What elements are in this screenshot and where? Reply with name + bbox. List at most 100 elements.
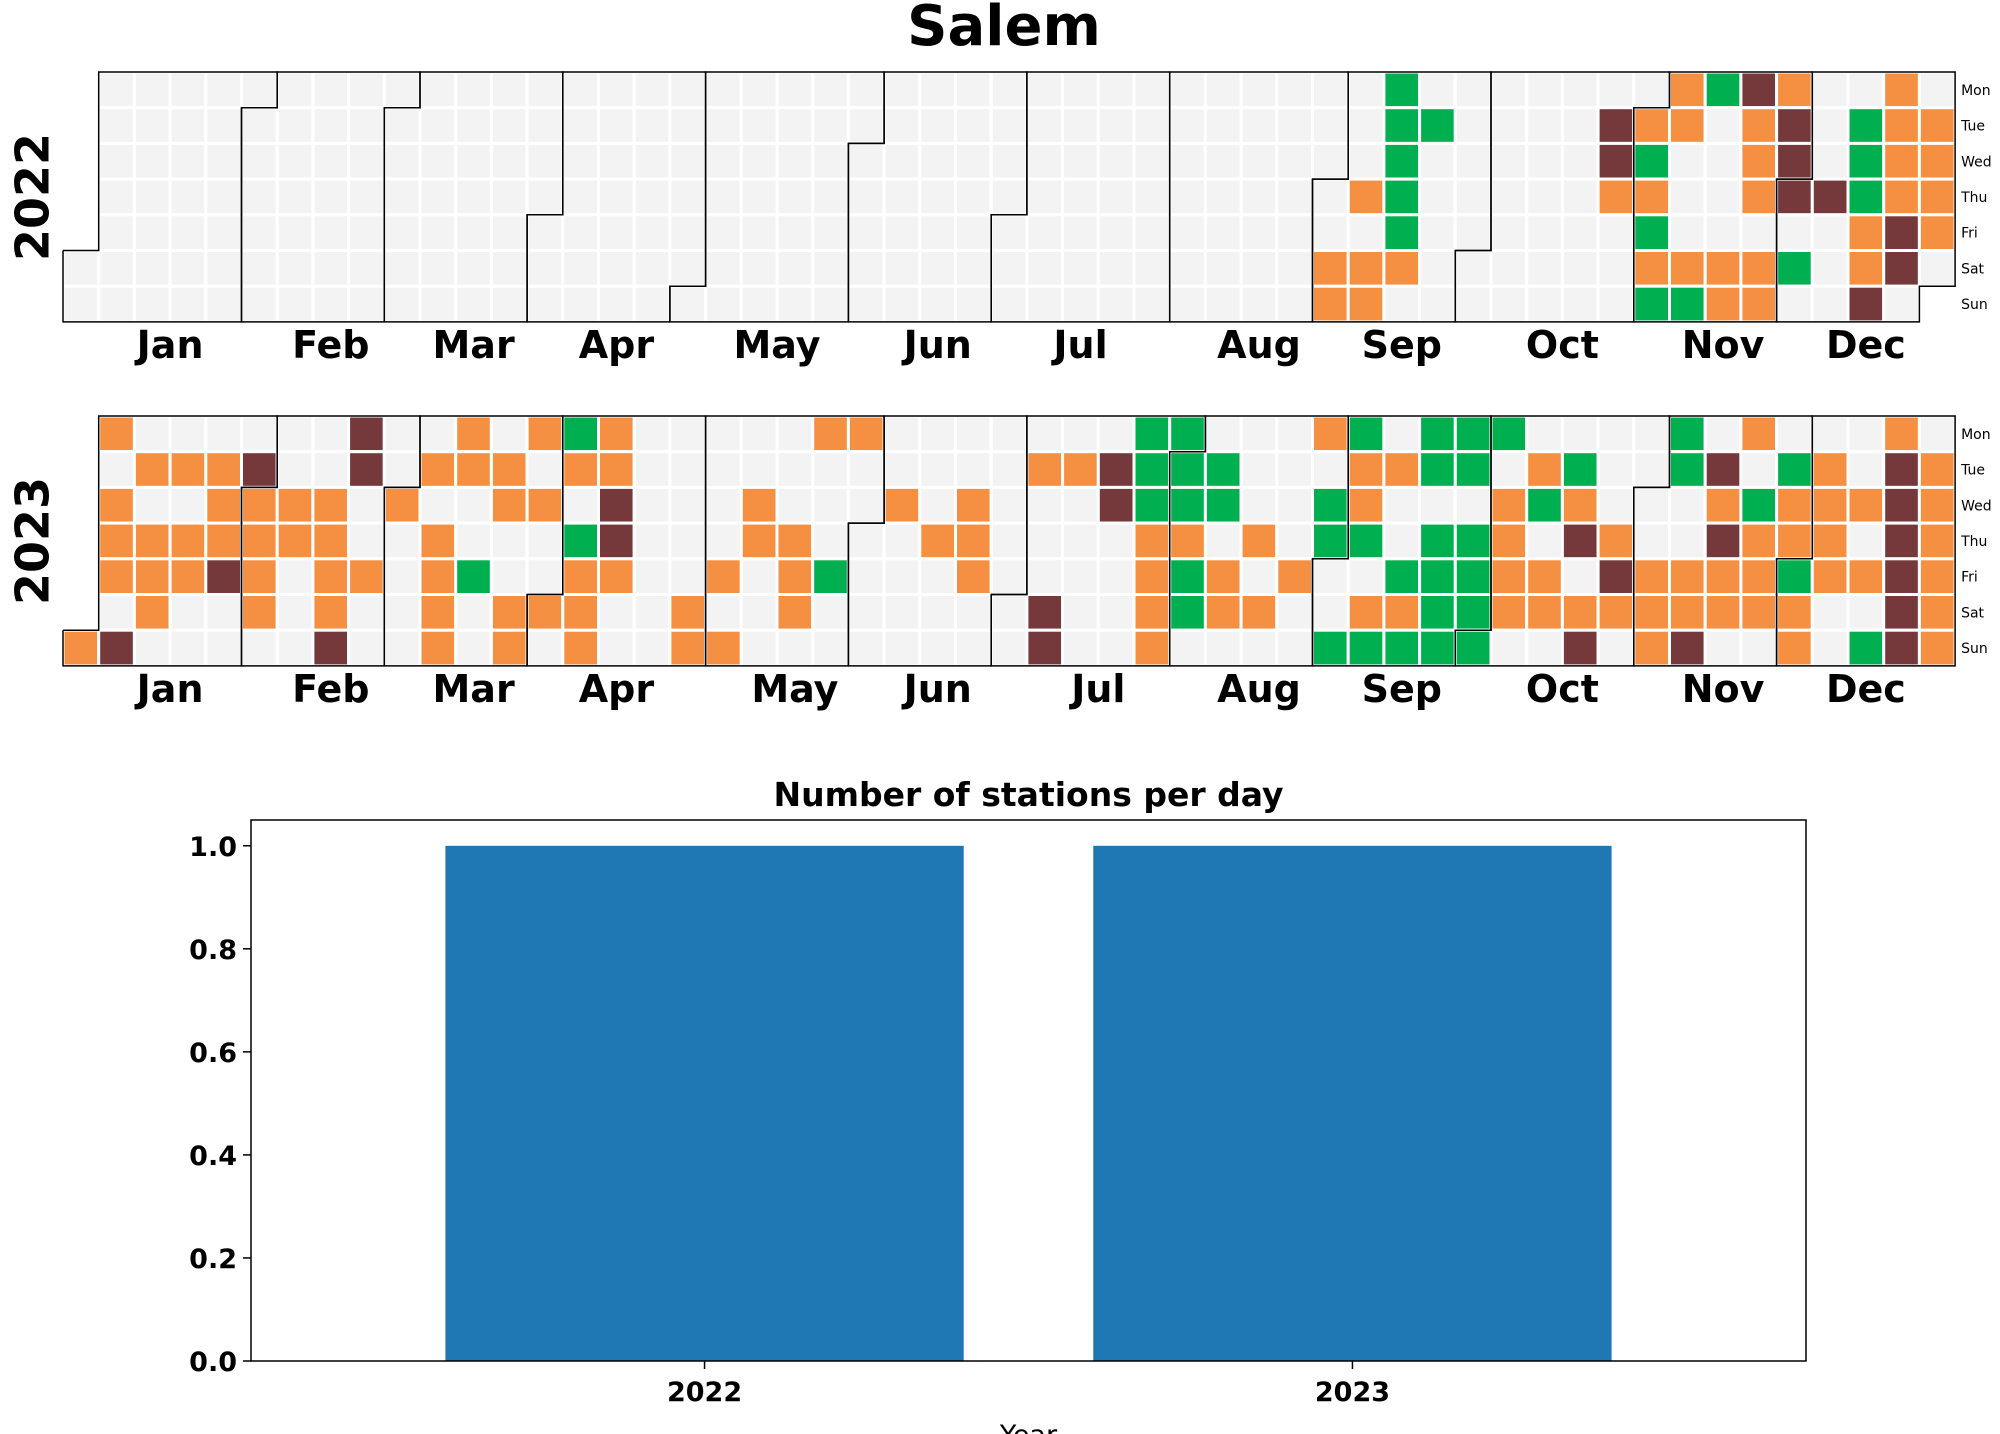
day-cell: [97, 106, 136, 145]
day-cell: [132, 141, 172, 181]
day-cell: [1311, 414, 1350, 454]
day-cell: [1596, 141, 1636, 181]
day-cell: [1917, 593, 1957, 632]
day-cell: [918, 628, 957, 668]
day-cell: [347, 70, 386, 110]
day-cell: [347, 521, 386, 561]
day-cell: [1810, 557, 1850, 596]
day-cell: [418, 106, 458, 145]
day-cell: [1810, 521, 1850, 561]
day-cell: [1311, 557, 1350, 596]
day-cell: [1382, 249, 1422, 288]
day-cell: [347, 557, 386, 596]
day-cell: [846, 414, 886, 454]
day-cell: [240, 141, 279, 181]
day-cell: [525, 557, 565, 596]
day-cell: [1775, 593, 1814, 632]
day-cell: [1917, 521, 1957, 561]
day-cell: [1168, 485, 1207, 525]
day-cell: [561, 106, 600, 145]
day-cell: [775, 106, 815, 145]
day-cell: [382, 521, 422, 561]
day-cell: [1739, 485, 1779, 525]
day-cell: [525, 213, 565, 253]
day-cell: [1810, 450, 1850, 489]
day-cell: [811, 106, 850, 145]
day-cell: [1311, 450, 1350, 489]
day-cell: [1882, 106, 1921, 145]
day-cell: [1703, 450, 1743, 489]
day-cell: [1132, 213, 1172, 253]
day-cell: [1239, 284, 1279, 324]
day-cell: [1739, 70, 1779, 110]
day-cell: [454, 106, 493, 145]
weekday-label: Wed: [1961, 498, 1992, 514]
day-cell: [882, 593, 922, 632]
day-cell: [1632, 557, 1672, 596]
day-cell: [775, 70, 815, 110]
day-cell: [275, 141, 315, 181]
day-cell: [1132, 284, 1172, 324]
day-cell: [1703, 521, 1743, 561]
day-cell: [1489, 213, 1529, 253]
day-cell: [1418, 177, 1457, 217]
day-cell: [1418, 628, 1457, 668]
day-cell: [1489, 557, 1529, 596]
day-cell: [1489, 284, 1529, 324]
day-cell: [168, 628, 208, 668]
day-cell: [1453, 249, 1493, 288]
day-cell: [918, 593, 957, 632]
day-cell: [918, 284, 957, 324]
day-cell: [1061, 70, 1100, 110]
weekday-label: Fri: [1961, 570, 1978, 586]
month-label: Apr: [579, 323, 655, 367]
day-cell: [882, 249, 922, 288]
day-cell: [1346, 249, 1386, 288]
plot-frame: [250, 819, 1807, 1362]
month-label: Nov: [1682, 323, 1765, 367]
day-cell: [204, 249, 244, 288]
day-cell: [382, 557, 422, 596]
month-label: Sep: [1362, 323, 1442, 367]
day-cell: [918, 521, 957, 561]
day-cell: [1382, 628, 1422, 668]
day-cell: [668, 177, 708, 217]
day-cell: [1703, 249, 1743, 288]
y-tick-label: 0.8: [189, 935, 237, 966]
day-cell: [775, 213, 815, 253]
day-cell: [1346, 70, 1386, 110]
day-cell: [811, 450, 850, 489]
day-cell: [240, 70, 279, 110]
day-cell: [97, 249, 136, 288]
day-cell: [632, 521, 672, 561]
day-cell: [1668, 284, 1707, 324]
day-cell: [204, 213, 244, 253]
day-cell: [1132, 485, 1172, 525]
day-cell: [1560, 213, 1600, 253]
calendar-heatmaps: Jan Feb Mar Apr May Jun Jul Aug Sep Oct Nov Dec 2022…: [6, 70, 1992, 711]
day-cell: [739, 485, 779, 525]
day-cell: [597, 628, 636, 668]
day-cell: [1311, 284, 1350, 324]
day-cell: [775, 628, 815, 668]
day-cell: [1418, 414, 1457, 454]
day-cell: [1061, 593, 1100, 632]
month-label: Oct: [1526, 323, 1599, 367]
day-cell: [1096, 485, 1136, 525]
day-cell: [668, 249, 708, 288]
weekday-label: Sun: [1961, 297, 1988, 313]
day-cell: [1203, 628, 1243, 668]
day-cell: [1025, 249, 1065, 288]
day-cell: [1560, 249, 1600, 288]
day-cell: [240, 557, 279, 596]
day-cell: [1846, 414, 1886, 454]
day-cell: [1882, 141, 1921, 181]
day-cell: [311, 593, 351, 632]
day-cell: [632, 485, 672, 525]
day-cell: [668, 70, 708, 110]
day-cell: [1346, 521, 1386, 561]
day-cell: [1525, 70, 1564, 110]
day-cell: [1632, 106, 1672, 145]
day-cell: [311, 521, 351, 561]
day-cell: [525, 521, 565, 561]
